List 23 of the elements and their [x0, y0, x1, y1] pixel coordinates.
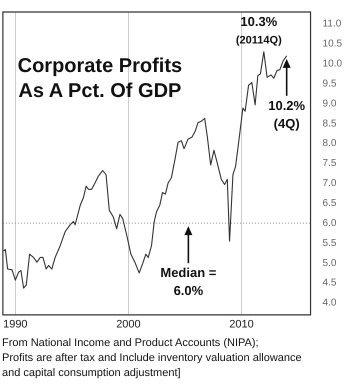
- annotation: Median = 6.0%: [160, 265, 217, 298]
- y-tick-label: 8.0: [322, 138, 337, 150]
- text: From National Income and Product Accounts (NIPA); Profits are after tax and Include inventory valuation allowance and capital consumption adjustment]: [1, 336, 303, 381]
- annotation: 10.2% (4Q): [268, 98, 306, 131]
- y-tick-label: 6.5: [322, 198, 337, 209]
- y-tick-label: 8.5: [322, 118, 337, 130]
- y-tick-label: 6.0: [322, 218, 337, 229]
- y-tick-label: 10.0: [322, 58, 342, 70]
- annotation: 10.3% (20114Q): [236, 14, 282, 46]
- x-tick-label: 2010: [229, 318, 254, 330]
- y-tick-label: 5.0: [322, 258, 337, 269]
- y-tick-label: 7.0: [322, 178, 337, 190]
- y-tick-label: 4.5: [322, 278, 337, 289]
- y-tick-label: 4.0: [322, 298, 337, 309]
- y-tick-label: 9.5: [322, 78, 337, 90]
- x-tick-label: 2000: [116, 318, 141, 330]
- y-tick-label: 11.0: [322, 18, 342, 30]
- x-tick-label: 1990: [3, 318, 28, 330]
- y-tick-label: 10.5: [322, 38, 342, 50]
- y-tick-label: 7.5: [322, 158, 337, 170]
- y-tick-label: 9.0: [322, 98, 337, 110]
- text: Corporate Profits As A Pct. Of GDP: [18, 55, 182, 102]
- y-tick-label: 5.5: [322, 238, 337, 249]
